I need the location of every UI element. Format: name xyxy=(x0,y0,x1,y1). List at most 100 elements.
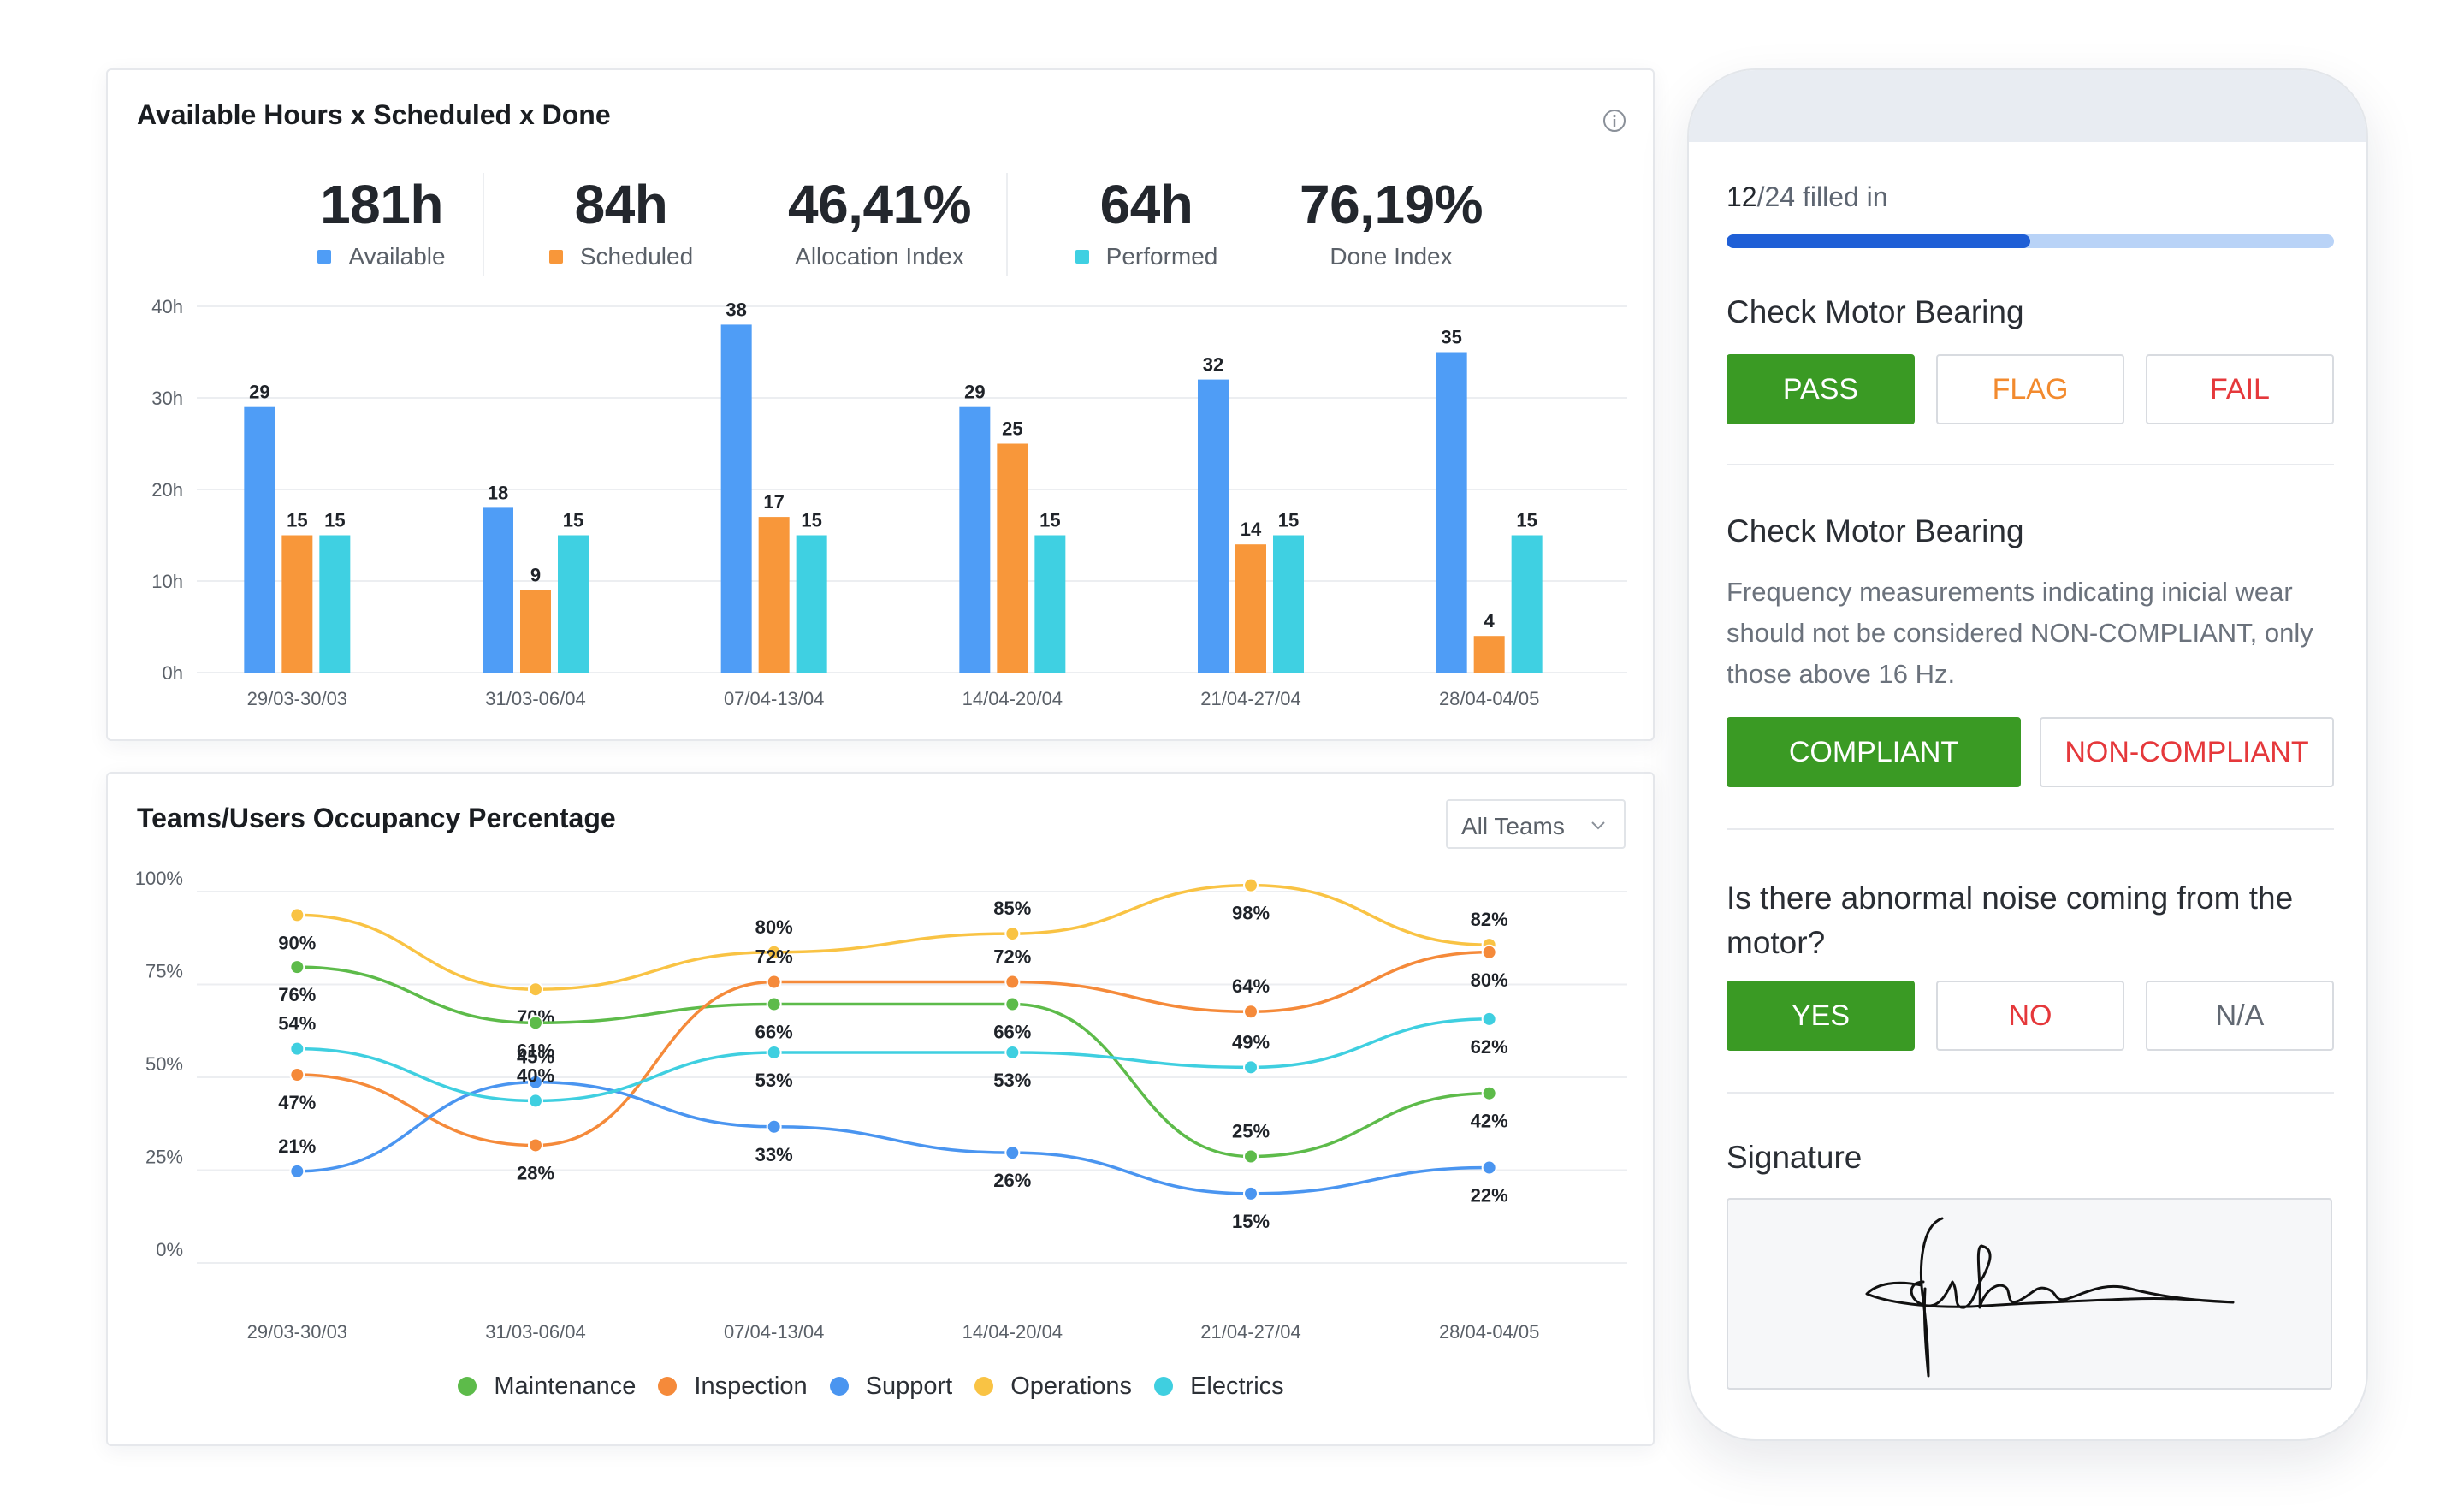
stat-performed: 64h Performed xyxy=(1044,173,1249,270)
line-inspection xyxy=(297,951,1490,1147)
flag-button[interactable]: FLAG xyxy=(1936,354,2124,424)
point-value-label: 33% xyxy=(755,1144,793,1165)
bar-available xyxy=(1436,352,1467,673)
legend-dot xyxy=(974,1377,994,1396)
y-tick-label: 25% xyxy=(145,1147,183,1168)
legend-dot xyxy=(1154,1377,1174,1396)
bar-available xyxy=(720,324,752,673)
point-inspection xyxy=(289,1067,305,1083)
bar-value-label: 4 xyxy=(1484,610,1496,631)
point-inspection xyxy=(528,1137,543,1153)
y-tick-label: 30h xyxy=(151,388,183,409)
point-value-label: 80% xyxy=(755,916,793,938)
occupancy-chart-title: Teams/Users Occupancy Percentage xyxy=(137,803,616,833)
occupancy-chart-card: Teams/Users Occupancy Percentage All Tea… xyxy=(106,772,1655,1446)
stat-allocation-index: 46,41% Allocation Index xyxy=(751,173,1008,270)
stat-available-label: Available xyxy=(348,243,446,270)
point-value-label: 40% xyxy=(517,1064,554,1086)
bar-available xyxy=(959,406,991,673)
point-value-label: 72% xyxy=(755,946,793,968)
bar-scheduled xyxy=(758,517,790,673)
x-tick-label: 14/04-20/04 xyxy=(962,688,1063,709)
chevron-down-icon xyxy=(1591,821,1605,830)
progress-filled: 12 xyxy=(1727,181,1757,212)
point-maintenance xyxy=(1481,1085,1497,1101)
legend-item-operations[interactable]: Operations xyxy=(974,1373,1132,1401)
point-inspection xyxy=(1243,1004,1259,1020)
stat-done-index-label: Done Index xyxy=(1330,243,1453,270)
scheduled-legend-square xyxy=(548,250,563,264)
point-value-label: 98% xyxy=(1232,903,1270,924)
legend-dot xyxy=(829,1377,849,1396)
point-value-label: 15% xyxy=(1232,1211,1270,1232)
occupancy-line-chart: 0% 25% 50% 75% 100% 29/03-30/03 31/03-06/04 07/… xyxy=(135,868,1627,1343)
team-filter-select[interactable]: All Teams xyxy=(1446,799,1626,849)
legend-item-inspection[interactable]: Inspection xyxy=(658,1373,808,1401)
y-tick-label: 0% xyxy=(156,1239,183,1260)
legend-item-maintenance[interactable]: Maintenance xyxy=(458,1373,636,1401)
bar-performed xyxy=(1273,535,1304,673)
stat-performed-label: Performed xyxy=(1105,243,1218,270)
legend-dot xyxy=(458,1377,477,1396)
point-electrics xyxy=(289,1041,305,1057)
pass-button[interactable]: PASS xyxy=(1727,354,1915,424)
point-value-label: 66% xyxy=(993,1022,1031,1043)
progress-bar xyxy=(1727,234,2334,248)
info-icon[interactable] xyxy=(1602,108,1627,133)
stat-performed-value: 64h xyxy=(1099,174,1194,235)
x-tick-label: 29/03-30/03 xyxy=(247,1321,347,1343)
legend-label: Maintenance xyxy=(494,1373,637,1400)
legend-item-support[interactable]: Support xyxy=(829,1373,952,1401)
point-value-label: 26% xyxy=(993,1170,1031,1191)
non-compliant-button[interactable]: NON-COMPLIANT xyxy=(2040,717,2334,787)
point-value-label: 85% xyxy=(993,898,1031,919)
stat-done-index: 76,19% Done Index xyxy=(1263,173,1519,270)
y-tick-label: 50% xyxy=(145,1053,183,1075)
point-operations xyxy=(528,981,543,998)
bar-scheduled xyxy=(1473,636,1505,673)
performed-legend-square xyxy=(1075,250,1089,264)
point-value-label: 53% xyxy=(993,1070,1031,1091)
hours-chart-card: Available Hours x Scheduled x Done 181h … xyxy=(106,68,1655,741)
point-operations xyxy=(1243,877,1259,893)
point-electrics xyxy=(528,1093,543,1109)
point-value-label: 47% xyxy=(278,1092,316,1113)
bar-value-label: 15 xyxy=(563,510,583,531)
stat-allocation-index-value: 46,41% xyxy=(787,174,972,235)
line-operations xyxy=(297,883,1490,991)
x-tick-label: 07/04-13/04 xyxy=(724,1321,824,1343)
y-tick-label: 20h xyxy=(151,479,183,501)
bar-value-label: 32 xyxy=(1203,354,1223,376)
point-operations xyxy=(289,907,305,923)
na-button[interactable]: N/A xyxy=(2146,981,2334,1051)
y-tick-label: 0h xyxy=(163,662,183,684)
point-operations xyxy=(766,944,782,960)
legend-dot xyxy=(658,1377,678,1396)
bar-value-label: 38 xyxy=(726,299,746,320)
question-3-title: Is there abnormal noise coming from the … xyxy=(1727,880,2294,960)
point-value-label: 66% xyxy=(755,1022,793,1043)
no-button[interactable]: NO xyxy=(1936,981,2124,1051)
bar-value-label: 18 xyxy=(488,482,508,503)
point-inspection xyxy=(1004,974,1021,990)
bar-value-label: 29 xyxy=(964,382,985,403)
signature-pad[interactable] xyxy=(1727,1198,2332,1390)
point-value-label: 45% xyxy=(517,1046,554,1068)
bar-value-label: 17 xyxy=(763,491,784,513)
available-legend-square xyxy=(317,250,332,264)
bar-performed xyxy=(1511,535,1543,673)
fail-button[interactable]: FAIL xyxy=(2146,354,2334,424)
point-inspection xyxy=(1481,944,1497,960)
section-divider xyxy=(1727,464,2334,465)
legend-item-electrics[interactable]: Electrics xyxy=(1154,1373,1284,1401)
point-value-label: 22% xyxy=(1471,1185,1508,1207)
y-tick-label: 10h xyxy=(151,571,183,592)
yes-button[interactable]: YES xyxy=(1727,981,1915,1051)
x-tick-label: 14/04-20/04 xyxy=(962,1321,1063,1343)
point-maintenance xyxy=(1243,1148,1259,1165)
point-electrics xyxy=(766,1044,782,1060)
inspection-form-panel: 12/24 filled in Check Motor Bearing PASS… xyxy=(1687,68,2368,1441)
point-value-label: 82% xyxy=(1471,909,1508,930)
x-tick-label: 07/04-13/04 xyxy=(724,688,824,709)
compliant-button[interactable]: COMPLIANT xyxy=(1727,717,2021,787)
